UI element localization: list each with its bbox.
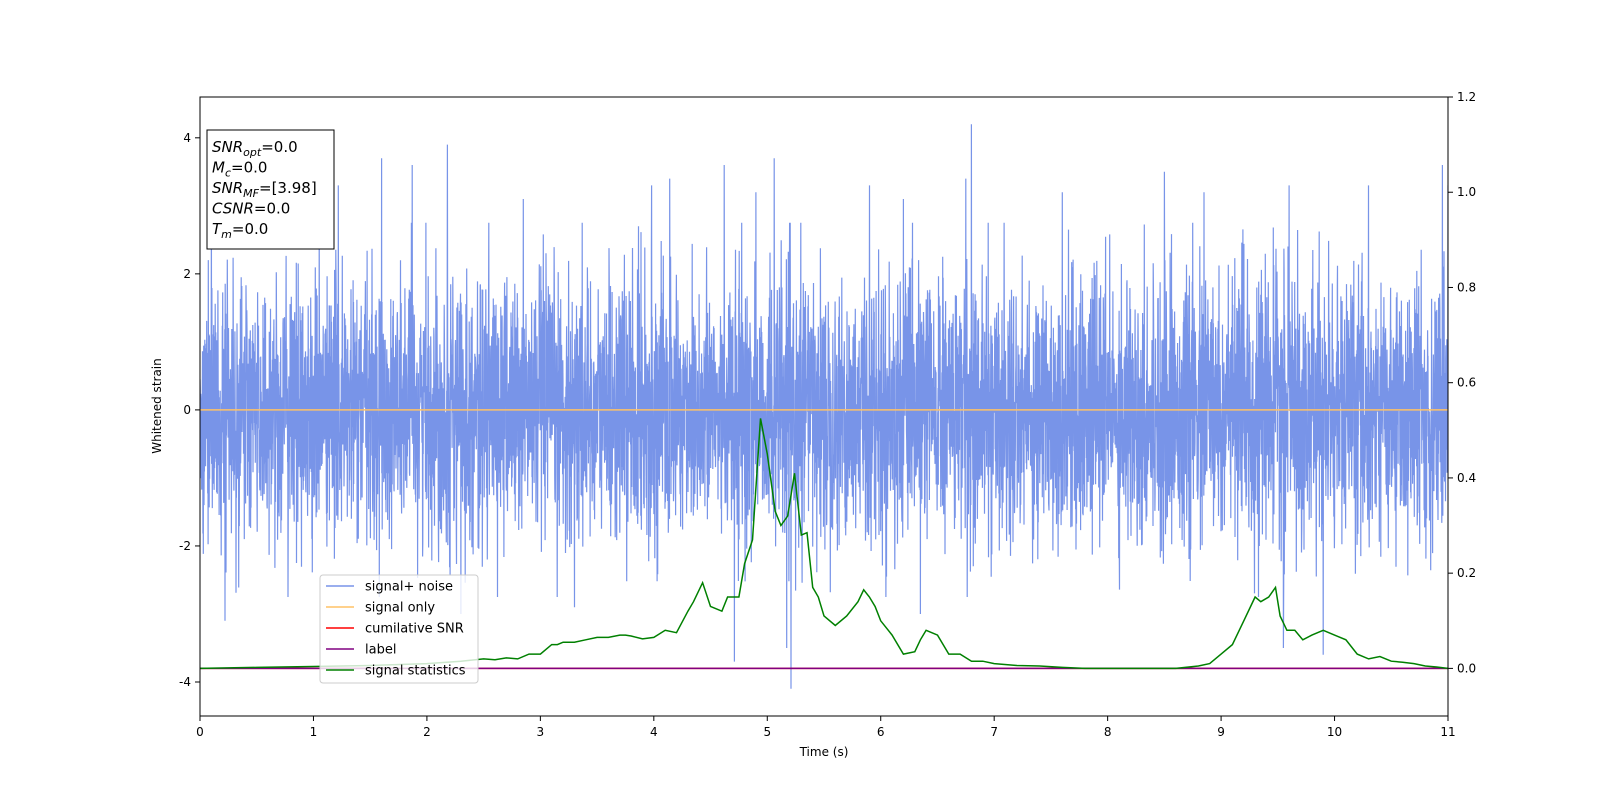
y-tick-label: -2: [179, 539, 191, 553]
x-tick-label: 7: [990, 725, 998, 739]
y2-tick-label: 0.4: [1457, 471, 1476, 485]
info-symbol: SNR: [212, 138, 243, 156]
x-tick-label: 10: [1327, 725, 1342, 739]
x-axis-label: Time (s): [799, 745, 849, 759]
legend-frame: [319, 574, 479, 684]
y-axis-label: Whitened strain: [150, 358, 164, 454]
info-symbol: T: [212, 220, 223, 238]
info-value: =0.0: [231, 159, 267, 177]
y-axis-right: 0.0 0.2 0.4 0.6 0.8 1.0 1.2: [1448, 90, 1476, 675]
info-subscript: opt: [243, 146, 262, 159]
y-tick-label: -4: [179, 675, 191, 689]
x-tick-label: 4: [650, 725, 658, 739]
info-value: =0.0: [254, 200, 290, 218]
x-tick-label: 0: [196, 725, 204, 739]
x-tick-label: 1: [310, 725, 318, 739]
x-tick-label: 3: [537, 725, 545, 739]
legend: signal+ noise signal only cumilative SNR la…: [319, 574, 479, 684]
info-line: SNRMF=[3.98]: [212, 179, 317, 200]
info-value: =[3.98]: [259, 179, 317, 197]
info-box: SNRopt=0.0Mc=0.0SNRMF=[3.98]CSNR=0.0Tm=0…: [206, 129, 335, 250]
axes-frame: [199, 96, 1449, 717]
y2-tick-label: 0.0: [1457, 661, 1476, 675]
info-line: CSNR=0.0: [212, 200, 290, 218]
y2-tick-label: 0.2: [1457, 566, 1476, 580]
legend-label: signal statistics: [365, 664, 466, 679]
x-tick-label: 5: [763, 725, 771, 739]
info-box-frame: [206, 129, 335, 250]
x-tick-label: 11: [1440, 725, 1455, 739]
info-symbol: M: [212, 159, 225, 177]
y2-tick-label: 0.8: [1457, 280, 1476, 294]
y-tick-label: 4: [183, 131, 191, 145]
x-tick-label: 8: [1104, 725, 1112, 739]
x-tick-label: 6: [877, 725, 885, 739]
info-line: Mc=0.0: [212, 159, 267, 180]
x-axis: 0 1 2 3 4 5 6 7 8 9 10 11: [196, 716, 1456, 739]
legend-label: cumilative SNR: [365, 622, 464, 637]
info-subscript: MF: [243, 187, 259, 200]
x-tick-label: 2: [423, 725, 431, 739]
y-tick-label: 0: [183, 403, 191, 417]
series-signal-noise: [200, 124, 1448, 689]
info-symbol: CSNR: [212, 200, 254, 218]
legend-label: signal+ noise: [365, 580, 453, 595]
info-value: =0.0: [261, 138, 297, 156]
legend-label: signal only: [365, 601, 435, 616]
legend-label: label: [365, 643, 396, 658]
y-axis-left: -4 -2 0 2 4: [179, 131, 200, 689]
y-tick-label: 2: [183, 267, 191, 281]
info-subscript: m: [221, 228, 232, 241]
info-subscript: c: [225, 167, 231, 180]
y2-tick-label: 0.6: [1457, 376, 1476, 390]
info-line: SNRopt=0.0: [212, 138, 298, 159]
series-signal-statistics: [200, 418, 1448, 670]
info-symbol: SNR: [212, 179, 243, 197]
y2-tick-label: 1.2: [1457, 90, 1476, 104]
info-line: Tm=0.0: [212, 220, 268, 241]
x-tick-label: 9: [1217, 725, 1225, 739]
info-value: =0.0: [232, 220, 268, 238]
y2-tick-label: 1.0: [1457, 185, 1476, 199]
